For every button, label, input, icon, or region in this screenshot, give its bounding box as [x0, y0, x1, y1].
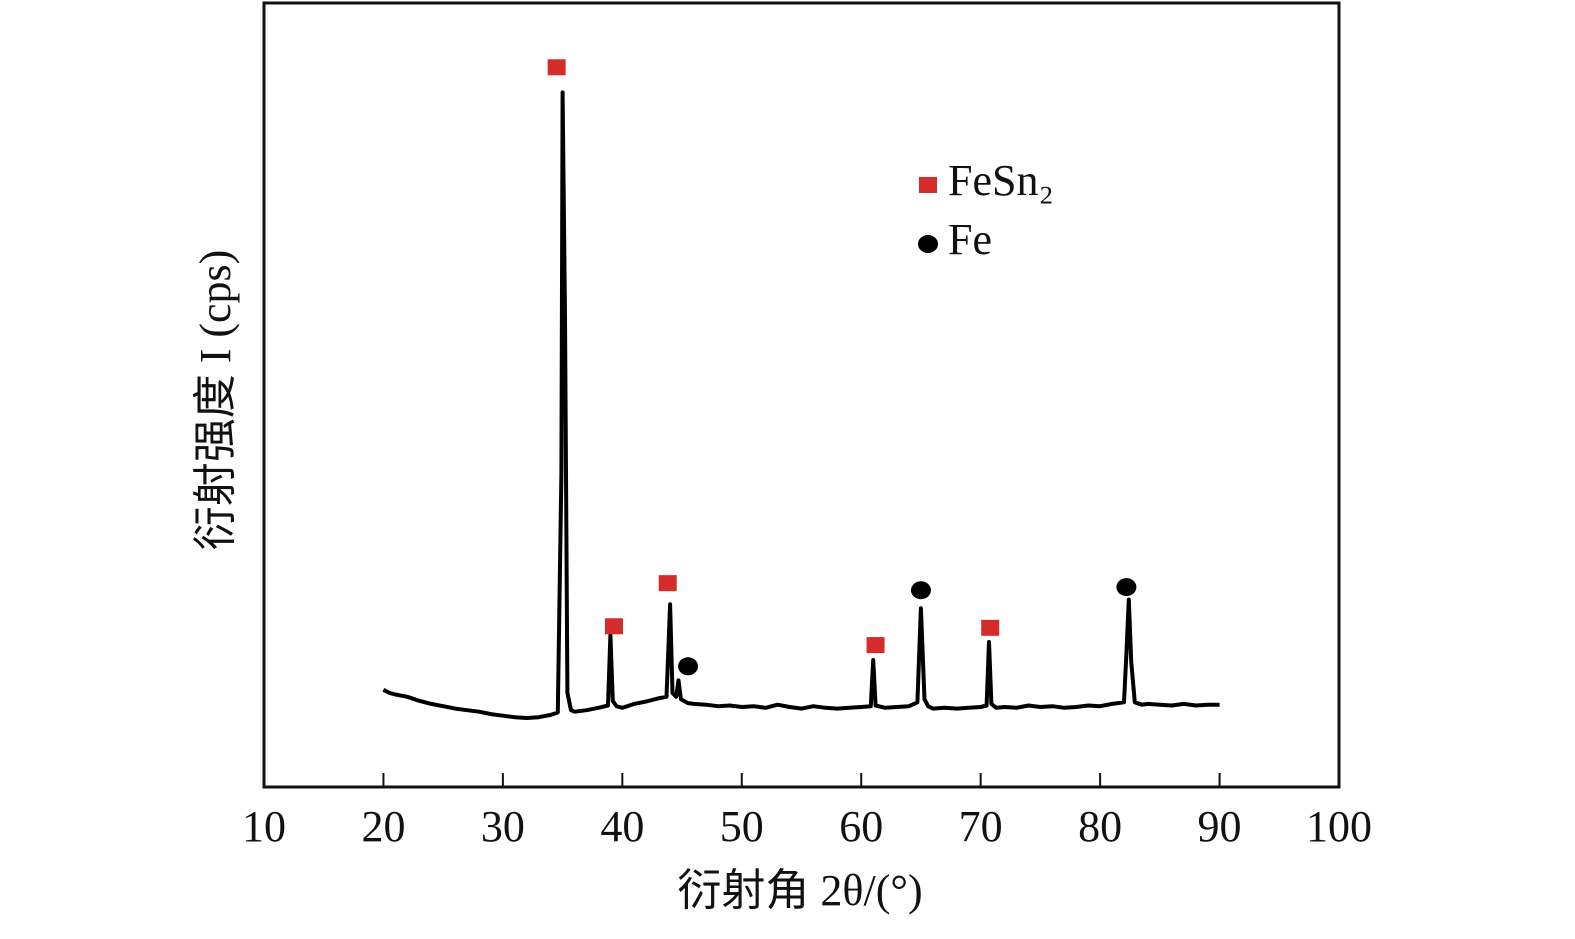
phase-marker — [866, 637, 885, 654]
legend-label: Fe — [948, 215, 992, 264]
phase-marker — [658, 575, 677, 592]
phase-marker — [547, 59, 566, 76]
x-tick-label: 40 — [600, 802, 644, 851]
phase-marker — [981, 619, 1000, 636]
x-tick-label: 30 — [481, 802, 525, 851]
legend-swatch — [918, 235, 938, 253]
x-tick-label: 50 — [720, 802, 764, 851]
phase-marker — [1116, 578, 1137, 597]
phase-marker — [678, 657, 699, 676]
x-tick-label: 80 — [1078, 802, 1122, 851]
x-tick-label: 10 — [242, 802, 286, 851]
y-axis-label: 衍射强度 I (cps) — [191, 250, 240, 551]
legend-swatch — [919, 177, 937, 193]
x-tick-label: 90 — [1198, 802, 1242, 851]
x-tick-label: 60 — [839, 802, 883, 851]
x-tick-label: 70 — [959, 802, 1003, 851]
xrd-pattern — [382, 90, 1220, 720]
phase-marker — [604, 618, 623, 635]
x-axis-label: 衍射角 2θ/(°) — [677, 866, 922, 915]
plot-frame — [262, 1, 1341, 789]
phase-marker — [910, 581, 931, 600]
legend-label: FeSn₂ — [948, 156, 1054, 205]
x-tick-label: 100 — [1306, 802, 1372, 851]
x-tick-label: 20 — [361, 802, 405, 851]
